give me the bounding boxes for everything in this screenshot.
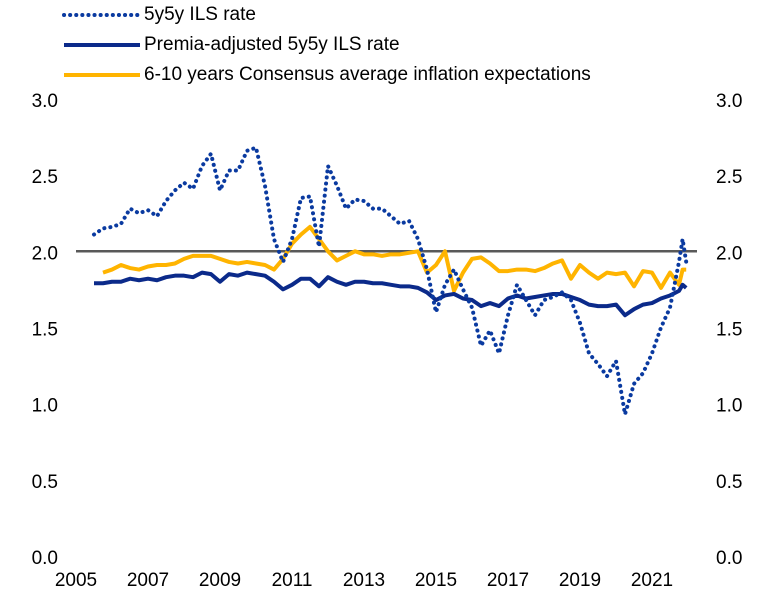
x-tick-label: 2017: [487, 570, 529, 591]
x-tick-label: 2021: [631, 570, 673, 591]
series-line: [92, 145, 689, 415]
y2-tick-label: 1.5: [716, 320, 742, 341]
y-tick-label: 1.0: [32, 396, 58, 417]
x-tick-label: 2005: [55, 570, 97, 591]
y2-tick-label: 0.5: [716, 472, 742, 493]
x-tick-label: 2013: [343, 570, 385, 591]
y2-tick-label: 1.0: [716, 396, 742, 417]
series-line: [102, 224, 687, 293]
x-tick-label: 2011: [272, 570, 313, 591]
y2-tick-label: 2.5: [716, 167, 742, 188]
series-line: [94, 270, 688, 318]
y-tick-label: 0.5: [32, 472, 58, 493]
y-tick-label: 2.0: [32, 243, 58, 264]
legend-label: Premia-adjusted 5y5y ILS rate: [144, 34, 400, 55]
y-tick-label: 3.0: [32, 91, 58, 112]
x-tick-label: 2015: [415, 570, 457, 591]
legend-label: 6-10 years Consensus average inflation e…: [144, 64, 591, 85]
legend-label: 5y5y ILS rate: [144, 4, 256, 25]
y-tick-label: 1.5: [32, 320, 58, 341]
y2-tick-label: 2.0: [716, 243, 742, 264]
y-tick-label: 0.0: [32, 548, 58, 569]
x-tick-label: 2009: [199, 570, 241, 591]
y2-tick-label: 0.0: [716, 548, 742, 569]
y-tick-label: 2.5: [32, 167, 58, 188]
y2-tick-label: 3.0: [716, 91, 742, 112]
x-tick-label: 2007: [127, 570, 169, 591]
x-tick-label: 2019: [559, 570, 601, 591]
